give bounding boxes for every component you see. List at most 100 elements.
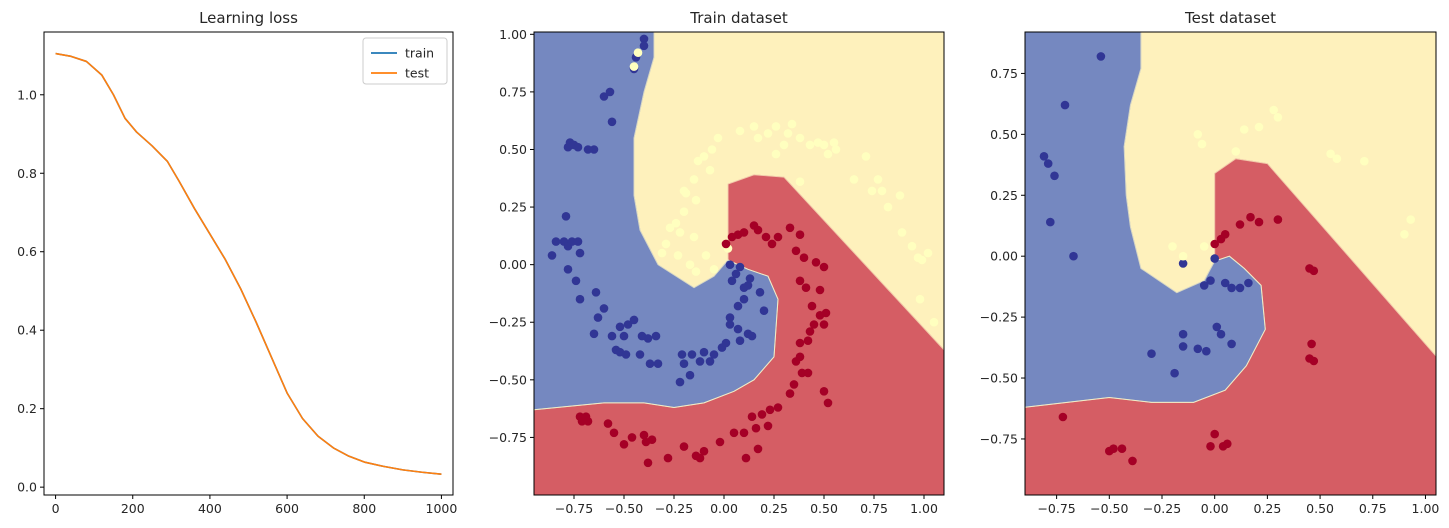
plot-area: [1025, 32, 1436, 495]
data-point-yellow: [1254, 122, 1264, 132]
plot-frame: [533, 31, 945, 496]
data-point-blue: [755, 288, 765, 297]
data-point-yellow: [691, 267, 701, 276]
data-point-blue: [1216, 329, 1226, 339]
data-point-blue: [1178, 329, 1188, 339]
data-point-red: [575, 412, 585, 422]
data-point-yellow: [917, 255, 927, 265]
x-tick-label: 200: [121, 501, 145, 516]
data-point-blue: [705, 357, 715, 366]
data-point-yellow: [923, 248, 933, 258]
data-point-yellow: [873, 175, 883, 184]
y-tick-label: 0.8: [17, 166, 37, 181]
data-point-yellow: [689, 232, 699, 242]
data-point-blue: [629, 315, 639, 325]
data-point-yellow: [1231, 147, 1241, 156]
data-point-red: [699, 446, 709, 456]
data-point-blue: [725, 320, 735, 329]
data-point-yellow: [679, 186, 689, 196]
x-tick-label: −0.25: [655, 501, 693, 516]
data-point-blue: [1178, 259, 1188, 268]
legend-label-train: train: [405, 46, 434, 61]
data-point-red: [803, 336, 813, 346]
learning-loss-chart: 0 200 400 600 800 1000 0.0 0.2 0.4 0.6 0.8 1.0 Learn…: [17, 9, 457, 516]
data-point-blue: [1069, 251, 1078, 261]
data-point-yellow: [1197, 139, 1207, 149]
data-point-yellow: [907, 241, 917, 251]
data-point-blue: [635, 350, 645, 359]
data-point-yellow: [1193, 130, 1203, 139]
data-point-yellow: [707, 145, 717, 154]
y-tick-label: 0.6: [17, 244, 37, 259]
data-point-yellow: [665, 223, 675, 233]
chart-title: Learning loss: [199, 9, 298, 27]
y-tick-label: 0.75: [499, 84, 527, 99]
data-point-red: [815, 285, 825, 295]
data-point-blue: [1178, 342, 1188, 351]
data-point-yellow: [671, 218, 681, 228]
data-point-yellow: [693, 156, 703, 166]
data-point-red: [627, 433, 637, 442]
data-point-red: [807, 301, 817, 311]
x-tick-label: −0.50: [605, 501, 643, 516]
data-point-blue: [551, 237, 561, 246]
data-point-red: [789, 380, 799, 389]
x-tick-label: 0.25: [760, 501, 788, 516]
data-point-blue: [1244, 278, 1253, 288]
y-tick-label: −0.50: [489, 372, 527, 387]
data-point-red: [795, 230, 805, 239]
legend-label-test: test: [405, 66, 429, 81]
data-point-blue: [1046, 217, 1055, 227]
data-point-red: [663, 453, 673, 463]
x-tick-label: 1000: [426, 501, 458, 516]
x-tick-label: 1.00: [1412, 501, 1440, 516]
data-point-red: [679, 442, 689, 451]
data-point-red: [819, 262, 829, 272]
y-tick-label: −0.75: [980, 431, 1018, 446]
data-point-blue: [687, 350, 697, 359]
y-tick-label: 0.0: [17, 480, 37, 495]
data-point-red: [773, 403, 783, 412]
data-point-blue: [1227, 339, 1236, 349]
data-point-blue: [607, 331, 617, 341]
data-point-blue: [735, 336, 745, 346]
x-tick-label: 0: [52, 501, 60, 516]
data-point-blue: [733, 301, 743, 311]
data-point-yellow: [763, 129, 773, 138]
x-tick-label: 0.75: [860, 501, 888, 516]
data-point-red: [741, 453, 751, 463]
x-tick-label: −0.50: [1090, 501, 1128, 516]
data-point-yellow: [753, 133, 763, 143]
y-tick-label: 0.75: [990, 66, 1018, 81]
data-point-red: [691, 451, 701, 461]
data-point-blue: [1220, 278, 1230, 288]
data-point-yellow: [795, 133, 805, 143]
data-point-red: [1307, 339, 1316, 349]
data-point-blue: [1212, 322, 1222, 332]
x-tick-label: 0.25: [1253, 501, 1281, 516]
data-point-blue: [571, 276, 581, 286]
data-point-red: [801, 283, 811, 293]
data-point-red: [791, 357, 801, 366]
plot-frame: [1024, 31, 1437, 496]
data-point-red: [821, 308, 831, 318]
data-point-yellow: [915, 294, 925, 304]
x-tick-label: 1.00: [910, 501, 938, 516]
data-point-blue: [743, 281, 753, 290]
data-point-blue: [685, 370, 695, 380]
data-point-blue: [573, 237, 583, 246]
data-point-blue: [573, 142, 583, 152]
y-tick-label: 0.4: [17, 323, 37, 338]
data-point-red: [803, 368, 813, 378]
data-point-blue: [591, 288, 601, 297]
data-point-blue: [575, 248, 585, 258]
data-point-yellow: [1168, 242, 1177, 251]
data-point-red: [795, 338, 805, 348]
data-point-blue: [1039, 152, 1049, 161]
data-point-yellow: [895, 191, 905, 200]
y-tick-label: 0.25: [990, 188, 1018, 203]
x-tick-label: 0.00: [710, 501, 738, 516]
data-point-blue: [643, 334, 653, 343]
data-point-yellow: [699, 152, 709, 161]
